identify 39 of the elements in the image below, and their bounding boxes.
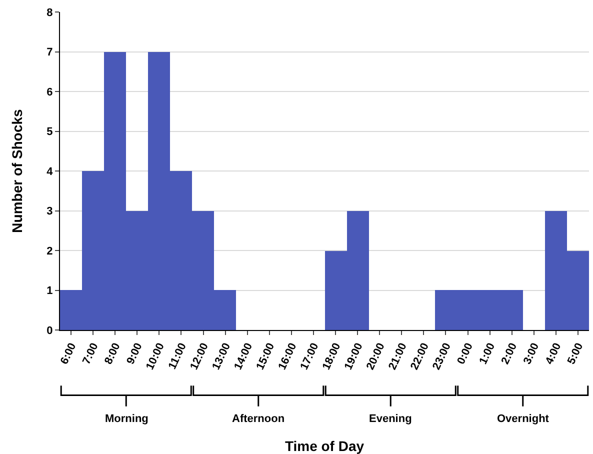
x-tick-label: 21:00 xyxy=(386,341,410,372)
x-tick-label: 20:00 xyxy=(364,341,388,372)
text: Afternoon xyxy=(232,413,285,425)
x-tick-label: 8:00 xyxy=(102,341,123,366)
text: Morning xyxy=(105,413,148,425)
x-tick-label: 14:00 xyxy=(232,341,256,372)
x-tick-label: 3:00 xyxy=(521,341,542,366)
x-tick-label: 7:00 xyxy=(80,341,101,366)
x-tick-label: 19:00 xyxy=(342,341,366,372)
y-tick-label: 2 xyxy=(46,245,53,258)
x-tick-label: 15:00 xyxy=(254,341,278,372)
x-tick-label: 2:00 xyxy=(499,341,520,366)
y-tick-label: 5 xyxy=(46,126,53,138)
x-tick-label: 13:00 xyxy=(210,341,234,372)
x-axis-title: Time of Day xyxy=(284,438,364,454)
y-tick-label: 1 xyxy=(46,285,53,298)
x-tick-label: 0:00 xyxy=(455,341,476,366)
x-tick-label: 12:00 xyxy=(188,341,211,372)
x-tick-label: 9:00 xyxy=(124,341,145,366)
text: Overnight xyxy=(497,413,550,425)
x-tick-label: 4:00 xyxy=(543,341,564,366)
x-tick-label: 1:00 xyxy=(477,341,498,366)
text: Evening xyxy=(369,413,412,425)
x-tick-label: 11:00 xyxy=(166,341,189,372)
x-tick-label: 23:00 xyxy=(430,341,454,372)
x-tick-label: 17:00 xyxy=(298,341,322,372)
x-tick-label: 5:00 xyxy=(565,341,586,366)
y-tick-label: 3 xyxy=(46,206,53,218)
x-tick-label: 22:00 xyxy=(408,341,432,372)
y-tick-label: 6 xyxy=(46,86,53,98)
y-axis-title: Number of Shocks xyxy=(9,108,25,233)
x-tick-label: 6:00 xyxy=(58,341,79,366)
y-tick-label: 4 xyxy=(46,166,54,178)
x-tick-label: 10:00 xyxy=(144,341,167,372)
x-tick-label: 16:00 xyxy=(276,341,300,372)
y-tick-label: 0 xyxy=(46,324,53,337)
x-tick-label: 18:00 xyxy=(320,341,344,372)
y-tick-label: 8 xyxy=(46,6,53,19)
y-tick-label: 7 xyxy=(46,46,53,59)
